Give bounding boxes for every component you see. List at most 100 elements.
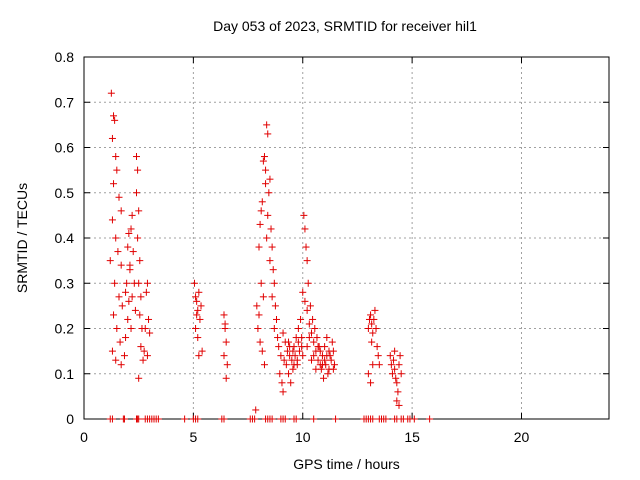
- data-point: [268, 293, 276, 301]
- data-point: [108, 415, 116, 423]
- data-point: [263, 234, 271, 242]
- data-point: [369, 361, 377, 369]
- data-point: [133, 153, 140, 161]
- data-point: [259, 157, 267, 165]
- data-point: [133, 189, 140, 197]
- data-point: [271, 302, 279, 310]
- data-point: [273, 315, 280, 323]
- data-point: [124, 315, 132, 323]
- data-point: [386, 352, 394, 360]
- data-point: [141, 325, 149, 332]
- data-point: [313, 334, 321, 342]
- data-point: [367, 311, 375, 319]
- data-point: [323, 352, 331, 360]
- data-point: [410, 415, 418, 423]
- data-point: [382, 415, 390, 423]
- data-point: [140, 347, 148, 355]
- data-point: [122, 334, 130, 342]
- data-point: [388, 370, 396, 378]
- data-point: [325, 365, 333, 373]
- data-point: [299, 352, 307, 360]
- data-point: [370, 315, 378, 323]
- data-point: [299, 288, 307, 296]
- data-point: [327, 356, 335, 364]
- y-tick-label: 0: [66, 411, 74, 427]
- data-point: [136, 311, 144, 319]
- data-point: [137, 343, 145, 351]
- data-point: [276, 370, 284, 378]
- data-point: [195, 352, 203, 360]
- y-axis-label: SRMTID / TECUs: [14, 182, 30, 294]
- grid-lines: [84, 57, 609, 419]
- data-point: [108, 134, 116, 142]
- y-tick-label: 0.6: [55, 140, 75, 156]
- data-point: [302, 243, 310, 251]
- data-point: [255, 243, 263, 251]
- data-point: [255, 311, 263, 319]
- data-point: [117, 261, 125, 269]
- data-point: [364, 325, 372, 332]
- data-point: [309, 315, 317, 323]
- data-point: [137, 293, 145, 301]
- data-point: [289, 347, 297, 355]
- data-point: [300, 211, 308, 219]
- y-tick-label: 0.8: [55, 49, 75, 65]
- data-point: [134, 166, 142, 174]
- data-point: [301, 297, 309, 305]
- data-point: [112, 356, 120, 364]
- data-point: [122, 288, 130, 296]
- data-point: [314, 356, 322, 364]
- data-point: [124, 243, 132, 251]
- data-point: [143, 279, 151, 287]
- data-point: [308, 356, 315, 364]
- data-point: [395, 361, 403, 369]
- data-point: [258, 198, 266, 206]
- data-point: [197, 302, 205, 310]
- data-point: [129, 248, 137, 256]
- data-point: [118, 302, 126, 310]
- data-point: [112, 234, 120, 242]
- data-point: [223, 361, 231, 369]
- data-point: [305, 320, 313, 328]
- data-point: [198, 347, 206, 355]
- data-point: [125, 297, 133, 305]
- data-point: [393, 397, 401, 405]
- data-point: [220, 352, 228, 360]
- data-point: [294, 325, 302, 332]
- data-point: [194, 334, 202, 342]
- data-point: [324, 370, 332, 378]
- data-point: [110, 311, 118, 319]
- data-point: [292, 415, 300, 423]
- data-point: [194, 306, 202, 314]
- data-point: [220, 415, 228, 423]
- data-point: [135, 415, 143, 423]
- data-point: [290, 361, 298, 369]
- data-point: [117, 207, 125, 215]
- data-point: [285, 338, 293, 346]
- data-point: [193, 311, 201, 319]
- data-point: [222, 338, 230, 346]
- data-point: [294, 338, 302, 346]
- data-point: [221, 320, 229, 328]
- data-point: [262, 180, 270, 188]
- data-point: [426, 415, 434, 423]
- y-tick-label: 0.4: [55, 230, 75, 246]
- data-point: [293, 356, 301, 364]
- x-axis-label: GPS time / hours: [293, 456, 400, 472]
- data-point: [195, 288, 203, 296]
- data-point: [135, 207, 143, 215]
- data-point: [266, 257, 274, 265]
- x-tick-label: 5: [189, 429, 197, 445]
- data-point: [393, 379, 401, 387]
- data-point: [192, 325, 200, 332]
- data-point: [305, 334, 313, 342]
- data-point: [395, 401, 403, 409]
- y-tick-label: 0.7: [55, 94, 75, 110]
- data-point: [115, 193, 123, 201]
- data-point: [373, 343, 381, 351]
- data-point: [308, 329, 315, 337]
- data-point: [111, 116, 119, 124]
- data-point: [310, 352, 318, 360]
- data-point: [259, 293, 267, 301]
